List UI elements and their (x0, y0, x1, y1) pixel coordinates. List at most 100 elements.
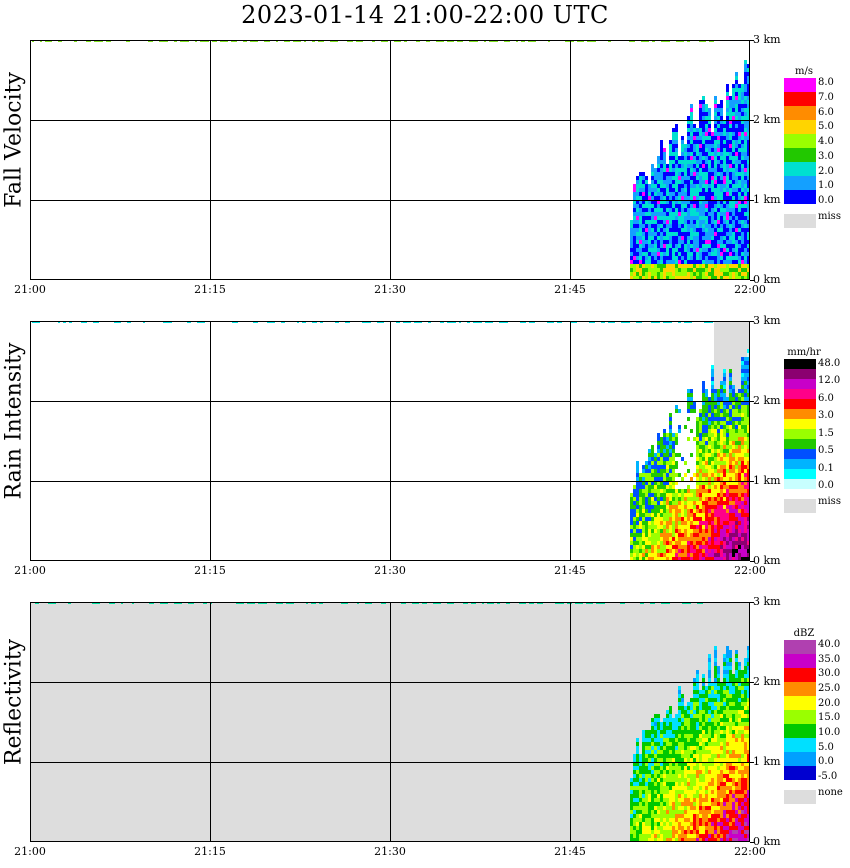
echo-cell (744, 545, 747, 549)
echo-cell (717, 264, 720, 268)
echo-cell (702, 268, 705, 272)
echo-cell (660, 240, 663, 244)
echo-cell (729, 505, 732, 509)
echo-cell (684, 545, 687, 549)
echo-cell (696, 774, 699, 778)
echo-cell (687, 248, 690, 252)
echo-cell (711, 401, 714, 405)
echo-cell (735, 228, 738, 232)
echo-cell (660, 786, 663, 790)
echo-cell (708, 256, 711, 260)
echo-cell (738, 501, 741, 505)
echo-cell (639, 276, 642, 280)
colorbar-swatch (784, 766, 816, 780)
echo-cell (672, 521, 675, 525)
echo-cell (738, 453, 741, 457)
echo-cell (717, 493, 720, 497)
echo-cell (654, 493, 657, 497)
echo-cell (681, 830, 684, 834)
echo-cell (675, 517, 678, 521)
echo-cell (705, 136, 708, 140)
echo-cell (651, 525, 654, 529)
echo-cell (717, 208, 720, 212)
echo-cell (639, 782, 642, 786)
echo-cell (642, 810, 645, 814)
echo-cell (714, 445, 717, 449)
echo-cell (684, 533, 687, 537)
echo-cell (738, 666, 741, 670)
echo-cell (699, 754, 702, 758)
echo-cell (678, 501, 681, 505)
echo-cell (708, 409, 711, 413)
echo-cell (720, 497, 723, 501)
echo-cell (648, 236, 651, 240)
echo-cell (729, 686, 732, 690)
echo-cell (633, 493, 636, 497)
echo-cell (732, 136, 735, 140)
echo-cell (717, 678, 720, 682)
echo-cell (741, 172, 744, 176)
echo-cell (633, 537, 636, 541)
echo-cell (723, 381, 726, 385)
echo-cell (711, 421, 714, 425)
echo-cell (663, 798, 666, 802)
echo-cell (702, 525, 705, 529)
echo-cell (636, 236, 639, 240)
echo-cell (720, 208, 723, 212)
echo-cell (699, 481, 702, 485)
echo-cell (747, 742, 750, 746)
echo-cell (747, 694, 750, 698)
echo-cell (729, 116, 732, 120)
echo-cell (702, 802, 705, 806)
echo-cell (735, 686, 738, 690)
echo-cell (657, 244, 660, 248)
echo-cell (747, 481, 750, 485)
echo-cell (714, 746, 717, 750)
echo-cell (729, 196, 732, 200)
echo-cell (681, 742, 684, 746)
echo-cell (711, 553, 714, 557)
echo-cell (720, 164, 723, 168)
echo-cell (732, 389, 735, 393)
echo-cell (714, 730, 717, 734)
echo-cell (741, 453, 744, 457)
echo-cell (708, 437, 711, 441)
echo-cell (705, 457, 708, 461)
echo-cell (732, 188, 735, 192)
echo-cell (741, 92, 744, 96)
echo-cell (747, 541, 750, 545)
echo-cell (705, 473, 708, 477)
echo-cell (705, 549, 708, 553)
echo-cell (714, 260, 717, 264)
echo-cell (666, 168, 669, 172)
echo-cell (663, 176, 666, 180)
echo-cell (714, 461, 717, 465)
echo-cell (708, 802, 711, 806)
echo-cell (663, 208, 666, 212)
echo-cell (672, 822, 675, 826)
echo-cell (708, 505, 711, 509)
echo-cell (660, 156, 663, 160)
echo-cell (690, 156, 693, 160)
echo-cell (657, 549, 660, 553)
echo-cell (675, 497, 678, 501)
echo-cell (654, 264, 657, 268)
echo-cell (657, 838, 660, 842)
echo-cell (729, 264, 732, 268)
echo-cell (735, 457, 738, 461)
echo-cell (639, 786, 642, 790)
echo-cell (711, 469, 714, 473)
echo-cell (675, 236, 678, 240)
echo-cell (735, 674, 738, 678)
echo-cell (732, 754, 735, 758)
echo-cell (744, 441, 747, 445)
echo-cell (651, 557, 654, 561)
echo-cell (651, 236, 654, 240)
echo-cell (654, 798, 657, 802)
echo-cell (687, 806, 690, 810)
echo-cell (705, 738, 708, 742)
echo-cell (663, 477, 666, 481)
echo-cell (693, 208, 696, 212)
echo-cell (699, 425, 702, 429)
echo-cell (714, 256, 717, 260)
